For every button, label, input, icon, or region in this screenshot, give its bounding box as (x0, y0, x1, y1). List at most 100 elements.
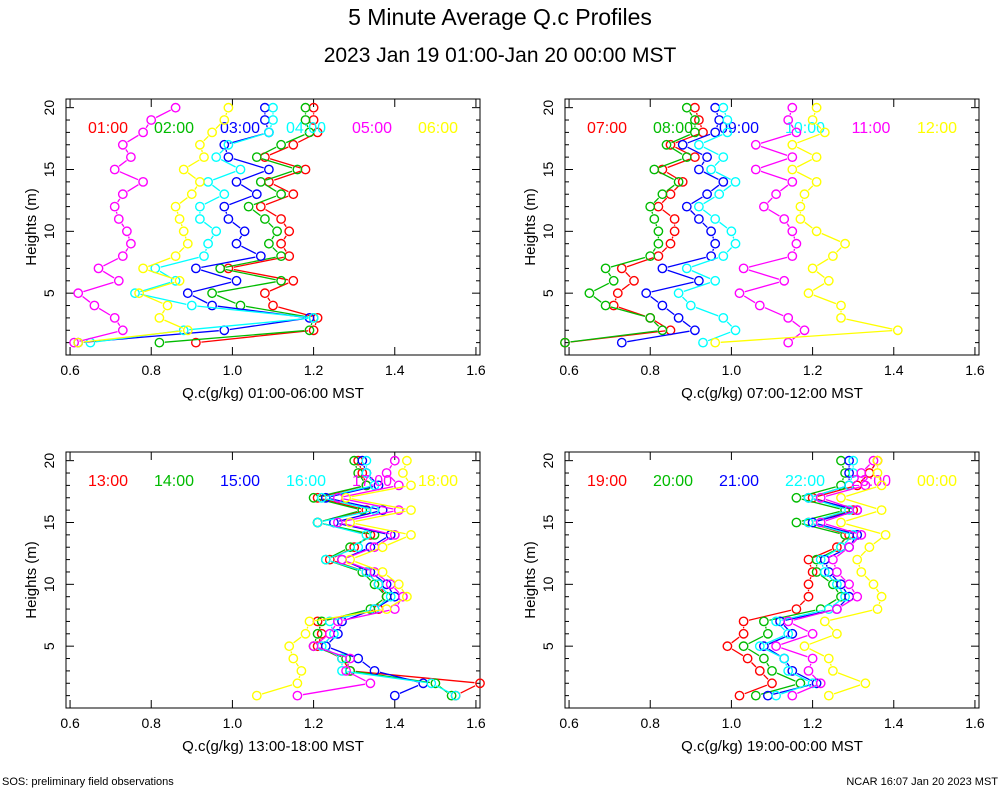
series-line-segment (833, 684, 861, 695)
data-point (876, 591, 887, 602)
legend-label: 04:00 (286, 120, 326, 137)
series-line-segment (322, 510, 370, 522)
series-line-segment (140, 281, 171, 293)
data-point (710, 238, 721, 249)
x-axis-label: Q.c(g/kg) 19:00-00:00 MST (681, 738, 863, 755)
series-line-segment (801, 486, 836, 497)
series-line-segment (115, 211, 118, 214)
series-line-segment (238, 235, 243, 240)
data-point (231, 176, 242, 187)
legend-label: 13:00 (88, 473, 128, 490)
data-point (832, 579, 842, 590)
series-line-segment (360, 477, 364, 482)
series-line-segment (776, 672, 796, 682)
data-point (852, 591, 863, 602)
data-point (848, 455, 859, 466)
data-point (795, 214, 806, 224)
x-tick-label: 1.2 (304, 715, 324, 731)
data-point (876, 505, 887, 515)
series-line-segment (716, 125, 719, 128)
x-tick-label: 0.6 (559, 715, 579, 731)
series-line-segment (691, 270, 711, 280)
data-point (694, 139, 704, 150)
legend-label: 14:00 (154, 473, 194, 490)
data-point (600, 263, 611, 274)
data-point (669, 226, 680, 237)
series-line-segment (714, 160, 720, 167)
series-line-segment (671, 134, 691, 144)
data-point (361, 455, 372, 466)
series-line-segment (144, 281, 175, 293)
data-point (73, 337, 84, 348)
data-point (300, 628, 311, 639)
series-line-segment (306, 125, 309, 128)
data-point (653, 238, 664, 249)
series-line-segment (201, 149, 203, 153)
series-line-segment (127, 134, 139, 143)
series-line-segment (748, 635, 764, 645)
series-line-segment (380, 588, 385, 593)
data-point (706, 164, 716, 175)
data-point (799, 325, 810, 336)
data-point (872, 468, 883, 478)
series-line-segment (176, 211, 179, 214)
series-line-segment (812, 283, 825, 291)
data-point (117, 139, 128, 150)
series-0200 (154, 102, 319, 348)
data-point (223, 152, 234, 163)
series-line-segment (627, 330, 690, 343)
series-line-segment (285, 134, 305, 144)
data-point (255, 251, 266, 262)
series-line-segment (83, 281, 114, 293)
series-line-segment (661, 197, 668, 204)
data-point (616, 263, 627, 274)
data-point (389, 455, 400, 466)
series-1200 (710, 102, 903, 348)
data-point (426, 678, 437, 689)
series-line-segment (346, 548, 370, 559)
series-line-segment (314, 638, 317, 642)
data-point (219, 115, 230, 125)
series-line-segment (394, 587, 400, 594)
series-line-segment (233, 268, 289, 281)
legend-label: 00:00 (917, 473, 957, 490)
data-point (807, 567, 818, 577)
series-1100 (734, 102, 810, 348)
data-point (803, 554, 814, 565)
series-line-segment (610, 256, 646, 268)
data-point (276, 238, 286, 249)
data-point (154, 337, 165, 348)
y-axis-label: Heights (m) (23, 188, 40, 266)
series-line-segment (781, 684, 808, 695)
series-line-segment (799, 600, 806, 606)
data-point (718, 102, 729, 113)
data-point (365, 604, 376, 614)
data-point (109, 164, 120, 175)
data-point (373, 579, 384, 590)
series-1000 (673, 102, 741, 348)
data-point (304, 312, 315, 323)
data-point (690, 102, 700, 113)
data-point (852, 554, 863, 565)
x-tick-label: 1.2 (803, 362, 823, 378)
data-point (710, 214, 721, 224)
data-point (681, 263, 692, 274)
data-point (750, 164, 761, 175)
data-point (381, 604, 392, 614)
series-line-segment (767, 197, 773, 204)
series-line-segment (825, 498, 853, 510)
data-point (734, 690, 745, 701)
data-point (304, 127, 315, 138)
x-tick-label: 1.4 (884, 715, 904, 731)
series-line-segment (355, 670, 475, 684)
data-point (288, 139, 299, 150)
data-point (657, 300, 668, 311)
data-point (823, 653, 834, 664)
data-point (844, 579, 854, 590)
series-line-segment (860, 550, 867, 557)
data-point (178, 164, 189, 175)
series-line-segment (768, 208, 780, 217)
data-point (832, 628, 842, 639)
series-line-segment (793, 609, 832, 621)
data-point (174, 275, 185, 286)
